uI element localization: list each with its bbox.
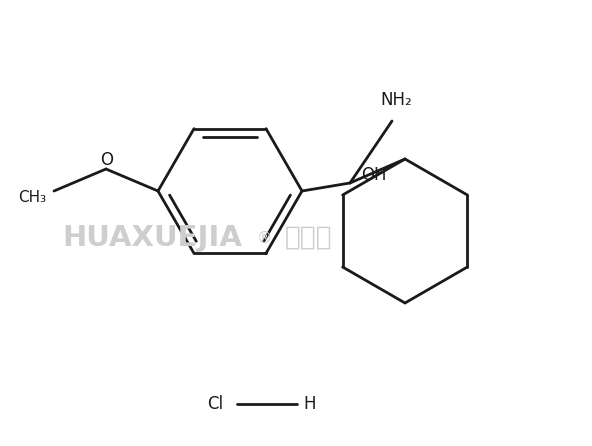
Text: 化学加: 化学加 <box>285 225 333 251</box>
Text: OH: OH <box>362 166 387 184</box>
Text: ®: ® <box>257 231 272 245</box>
Text: O: O <box>101 151 114 169</box>
Text: NH₂: NH₂ <box>380 91 412 109</box>
Text: H: H <box>304 395 316 413</box>
Text: CH₃: CH₃ <box>18 190 46 205</box>
Text: HUAXUEJIA: HUAXUEJIA <box>62 224 242 252</box>
Text: Cl: Cl <box>207 395 223 413</box>
